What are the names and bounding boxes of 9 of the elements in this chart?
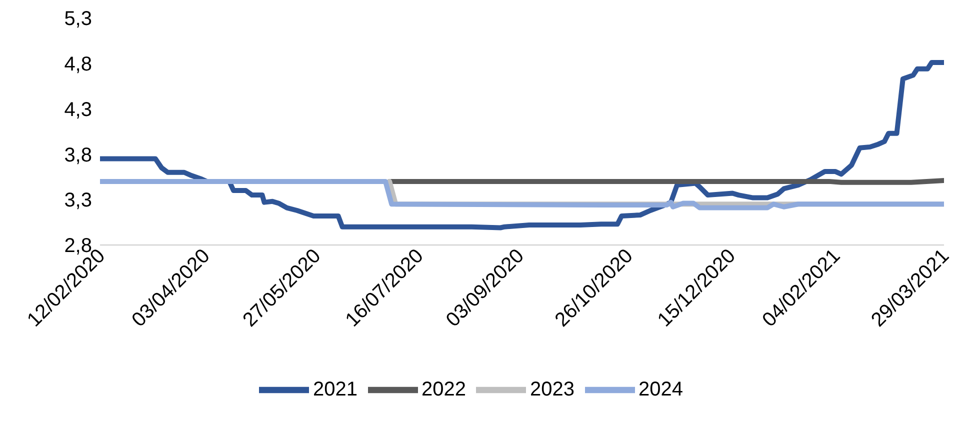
legend-label: 2022 xyxy=(422,378,466,400)
y-tick-label: 3,8 xyxy=(64,144,92,166)
legend-label: 2023 xyxy=(530,378,574,400)
y-tick-label: 5,3 xyxy=(64,8,92,30)
y-tick-label: 3,3 xyxy=(64,190,92,212)
legend-label: 2024 xyxy=(638,378,683,400)
y-tick-label: 4,8 xyxy=(64,54,92,76)
legend-label: 2021 xyxy=(313,378,358,400)
y-tick-label: 4,3 xyxy=(64,98,92,121)
